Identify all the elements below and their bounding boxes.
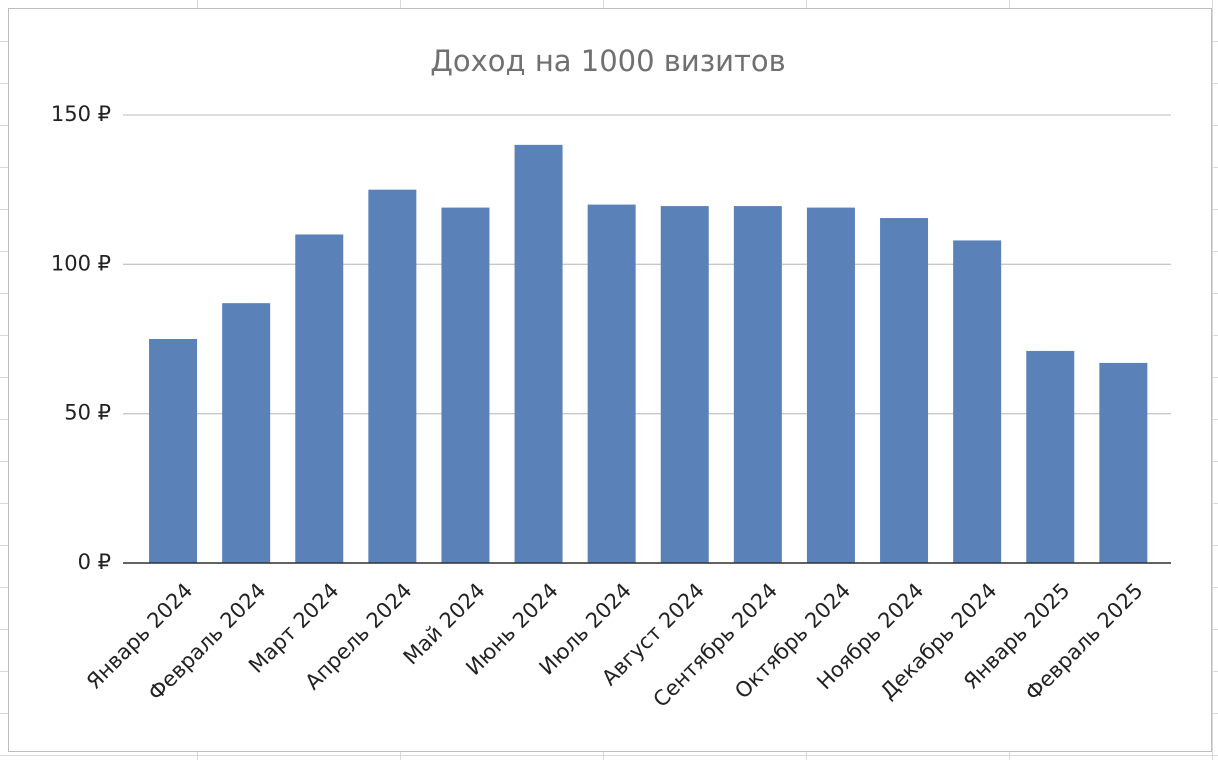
bar	[149, 339, 198, 563]
bar	[733, 206, 782, 564]
bar	[660, 206, 709, 564]
bar	[880, 218, 929, 564]
y-tick-label: 50 ₽	[64, 401, 111, 425]
bar	[1099, 362, 1148, 563]
chart: Доход на 1000 визитов 0 ₽50 ₽100 ₽150 ₽Я…	[51, 44, 1171, 712]
y-tick-label: 100 ₽	[51, 251, 111, 275]
bar	[368, 189, 417, 563]
bar	[587, 204, 636, 563]
bar	[441, 207, 490, 563]
y-tick-label: 0 ₽	[78, 550, 111, 574]
y-tick-label: 150 ₽	[51, 102, 111, 126]
bar	[806, 207, 855, 563]
chart-frame: Доход на 1000 визитов 0 ₽50 ₽100 ₽150 ₽ Я…	[8, 8, 1212, 752]
bar	[953, 240, 1002, 563]
bar	[222, 303, 271, 563]
bar	[1026, 350, 1075, 563]
chart-title: Доход на 1000 визитов	[430, 44, 785, 78]
x-tick-label: Сентябрь 2024	[649, 578, 783, 712]
bar	[514, 144, 563, 563]
bar	[295, 234, 344, 563]
